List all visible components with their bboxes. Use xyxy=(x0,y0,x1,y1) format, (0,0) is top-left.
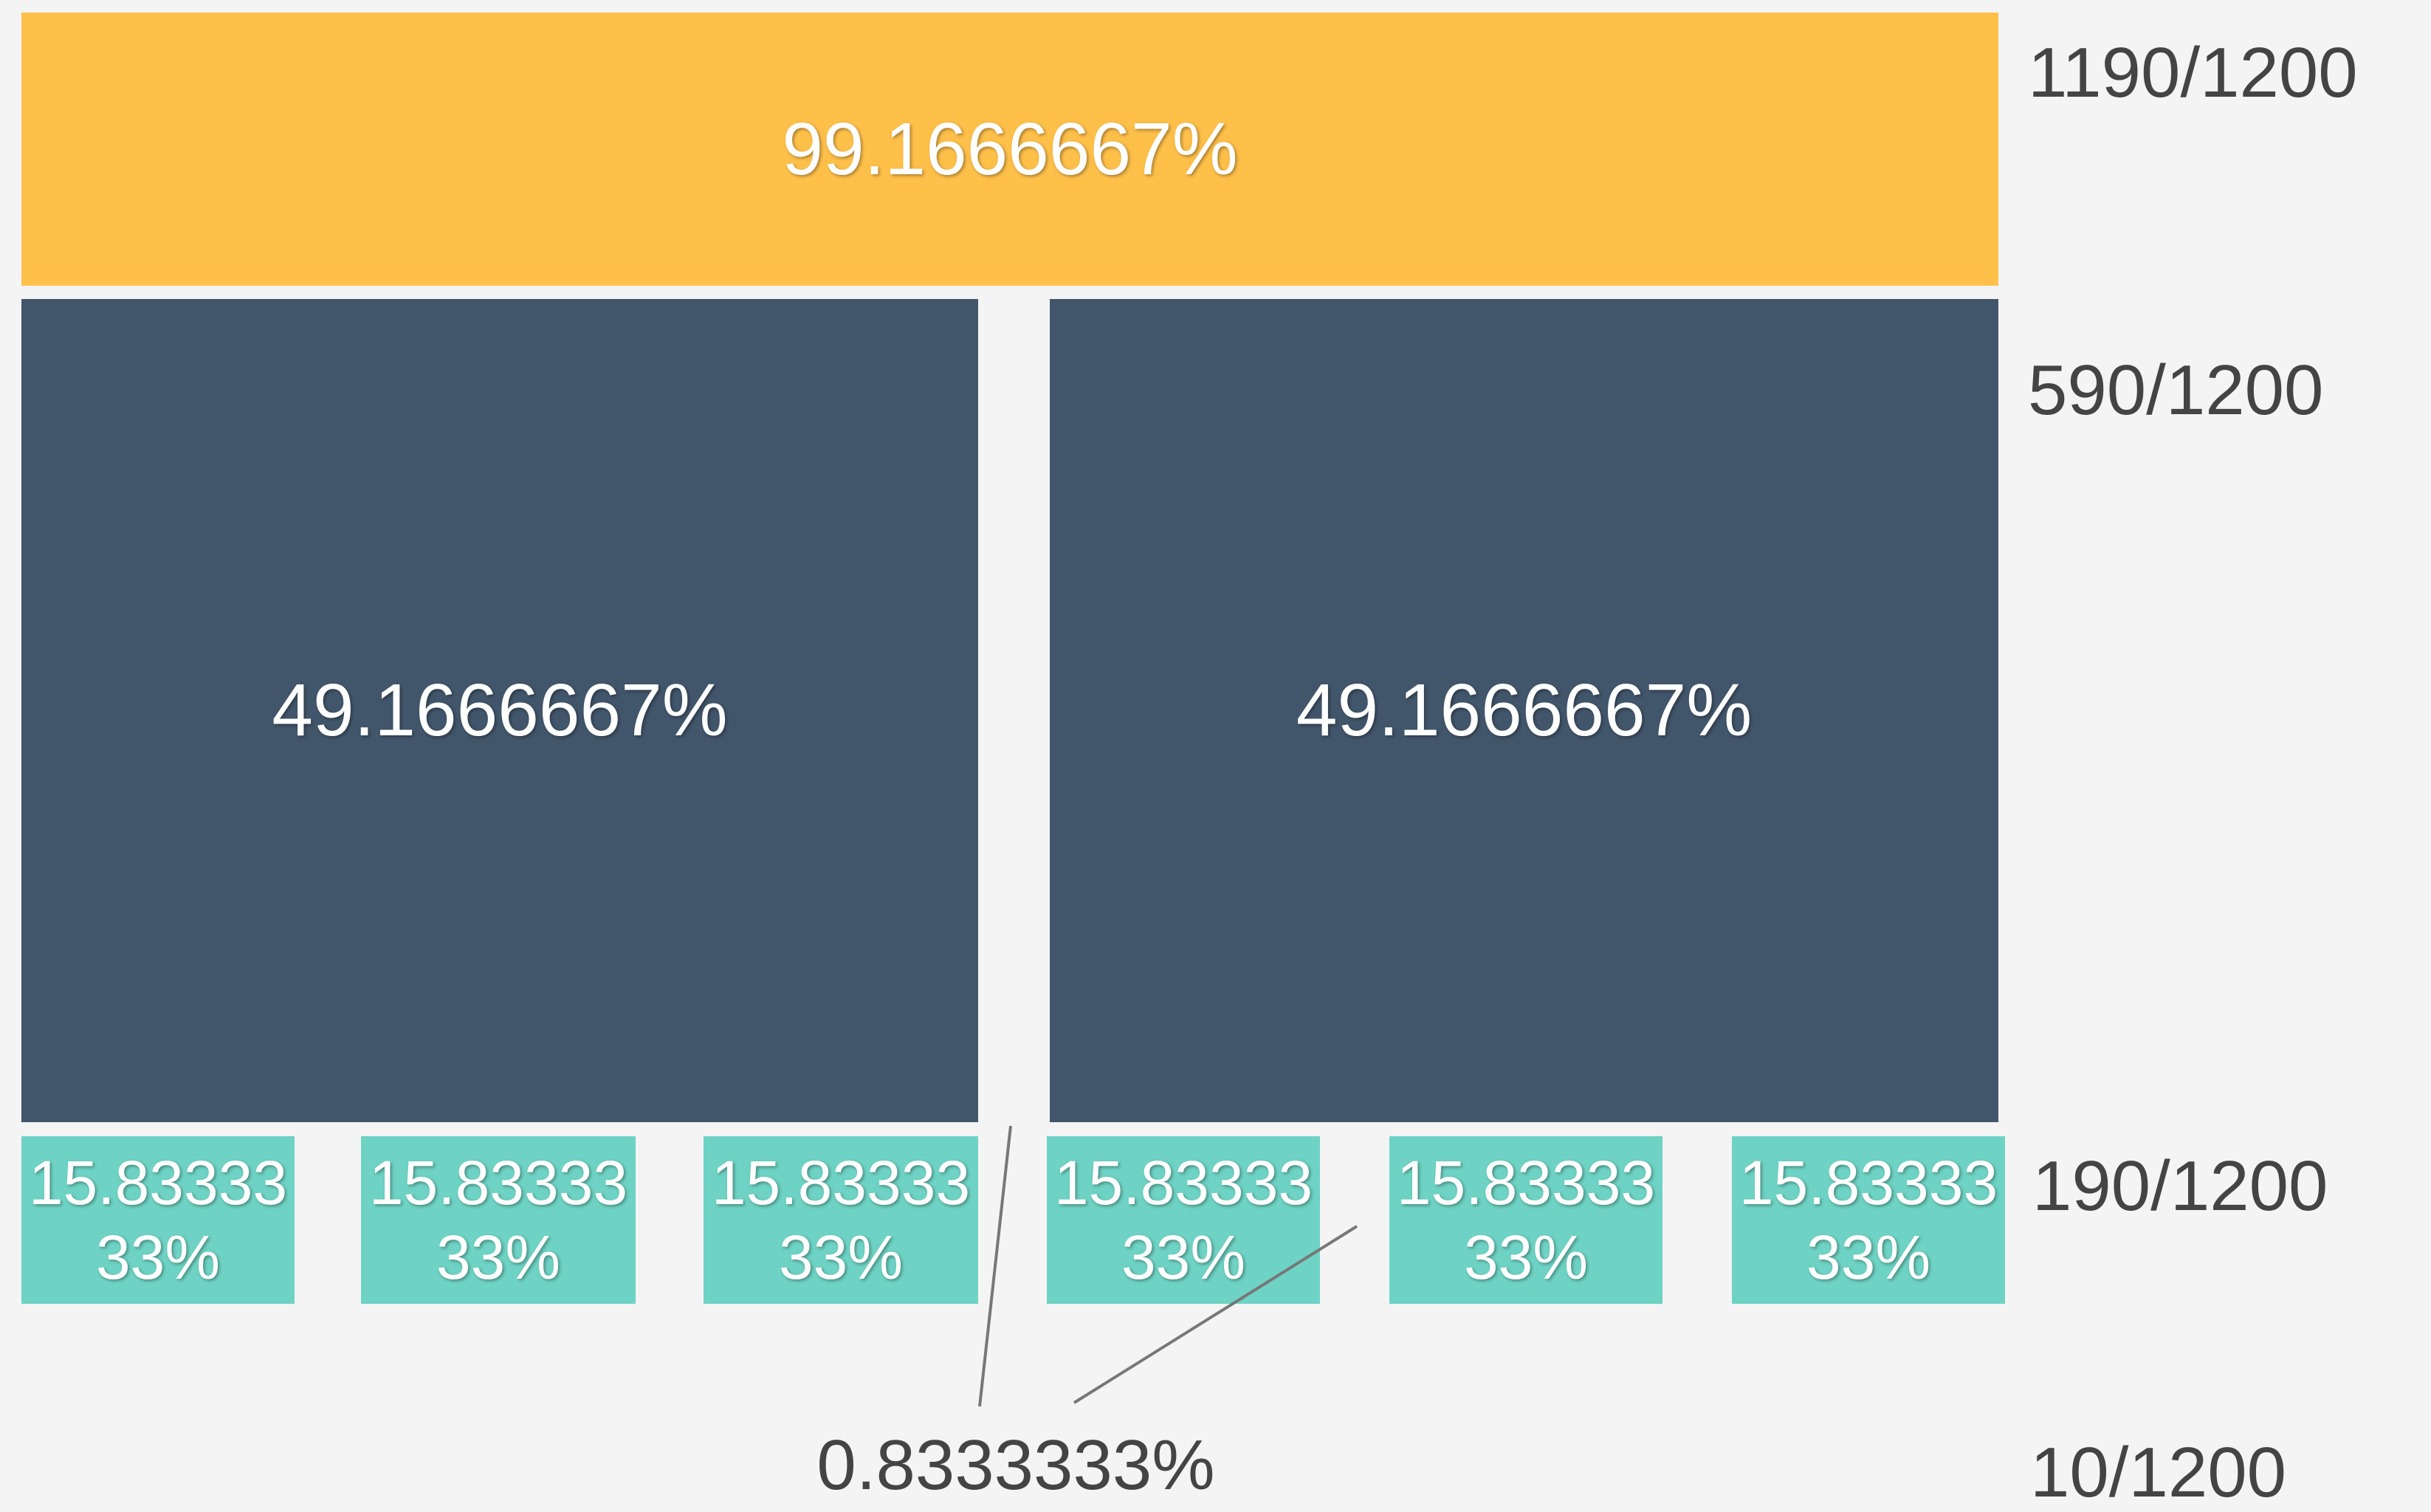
cell: 15.8333333% xyxy=(1732,1136,2005,1304)
cell: 15.8333333% xyxy=(1389,1136,1662,1304)
gutter-label: 0.8333333% xyxy=(816,1426,1215,1505)
cell: 49.1666667% xyxy=(21,299,978,1122)
pointer-line xyxy=(978,1125,1012,1407)
row-fraction: 1190/1200 xyxy=(2028,33,2358,112)
cell: 99.1666667% xyxy=(21,13,1998,286)
gutter-fraction: 10/1200 xyxy=(2030,1433,2287,1512)
cell: 15.8333333% xyxy=(361,1136,636,1304)
row-fraction: 590/1200 xyxy=(2028,351,2324,430)
cell: 15.8333333% xyxy=(1047,1136,1320,1304)
cell: 15.8333333% xyxy=(21,1136,295,1304)
cell: 49.1666667% xyxy=(1050,299,1998,1122)
row-fraction: 190/1200 xyxy=(2032,1147,2328,1226)
pointer-line xyxy=(1073,1225,1358,1404)
cell: 15.8333333% xyxy=(704,1136,978,1304)
